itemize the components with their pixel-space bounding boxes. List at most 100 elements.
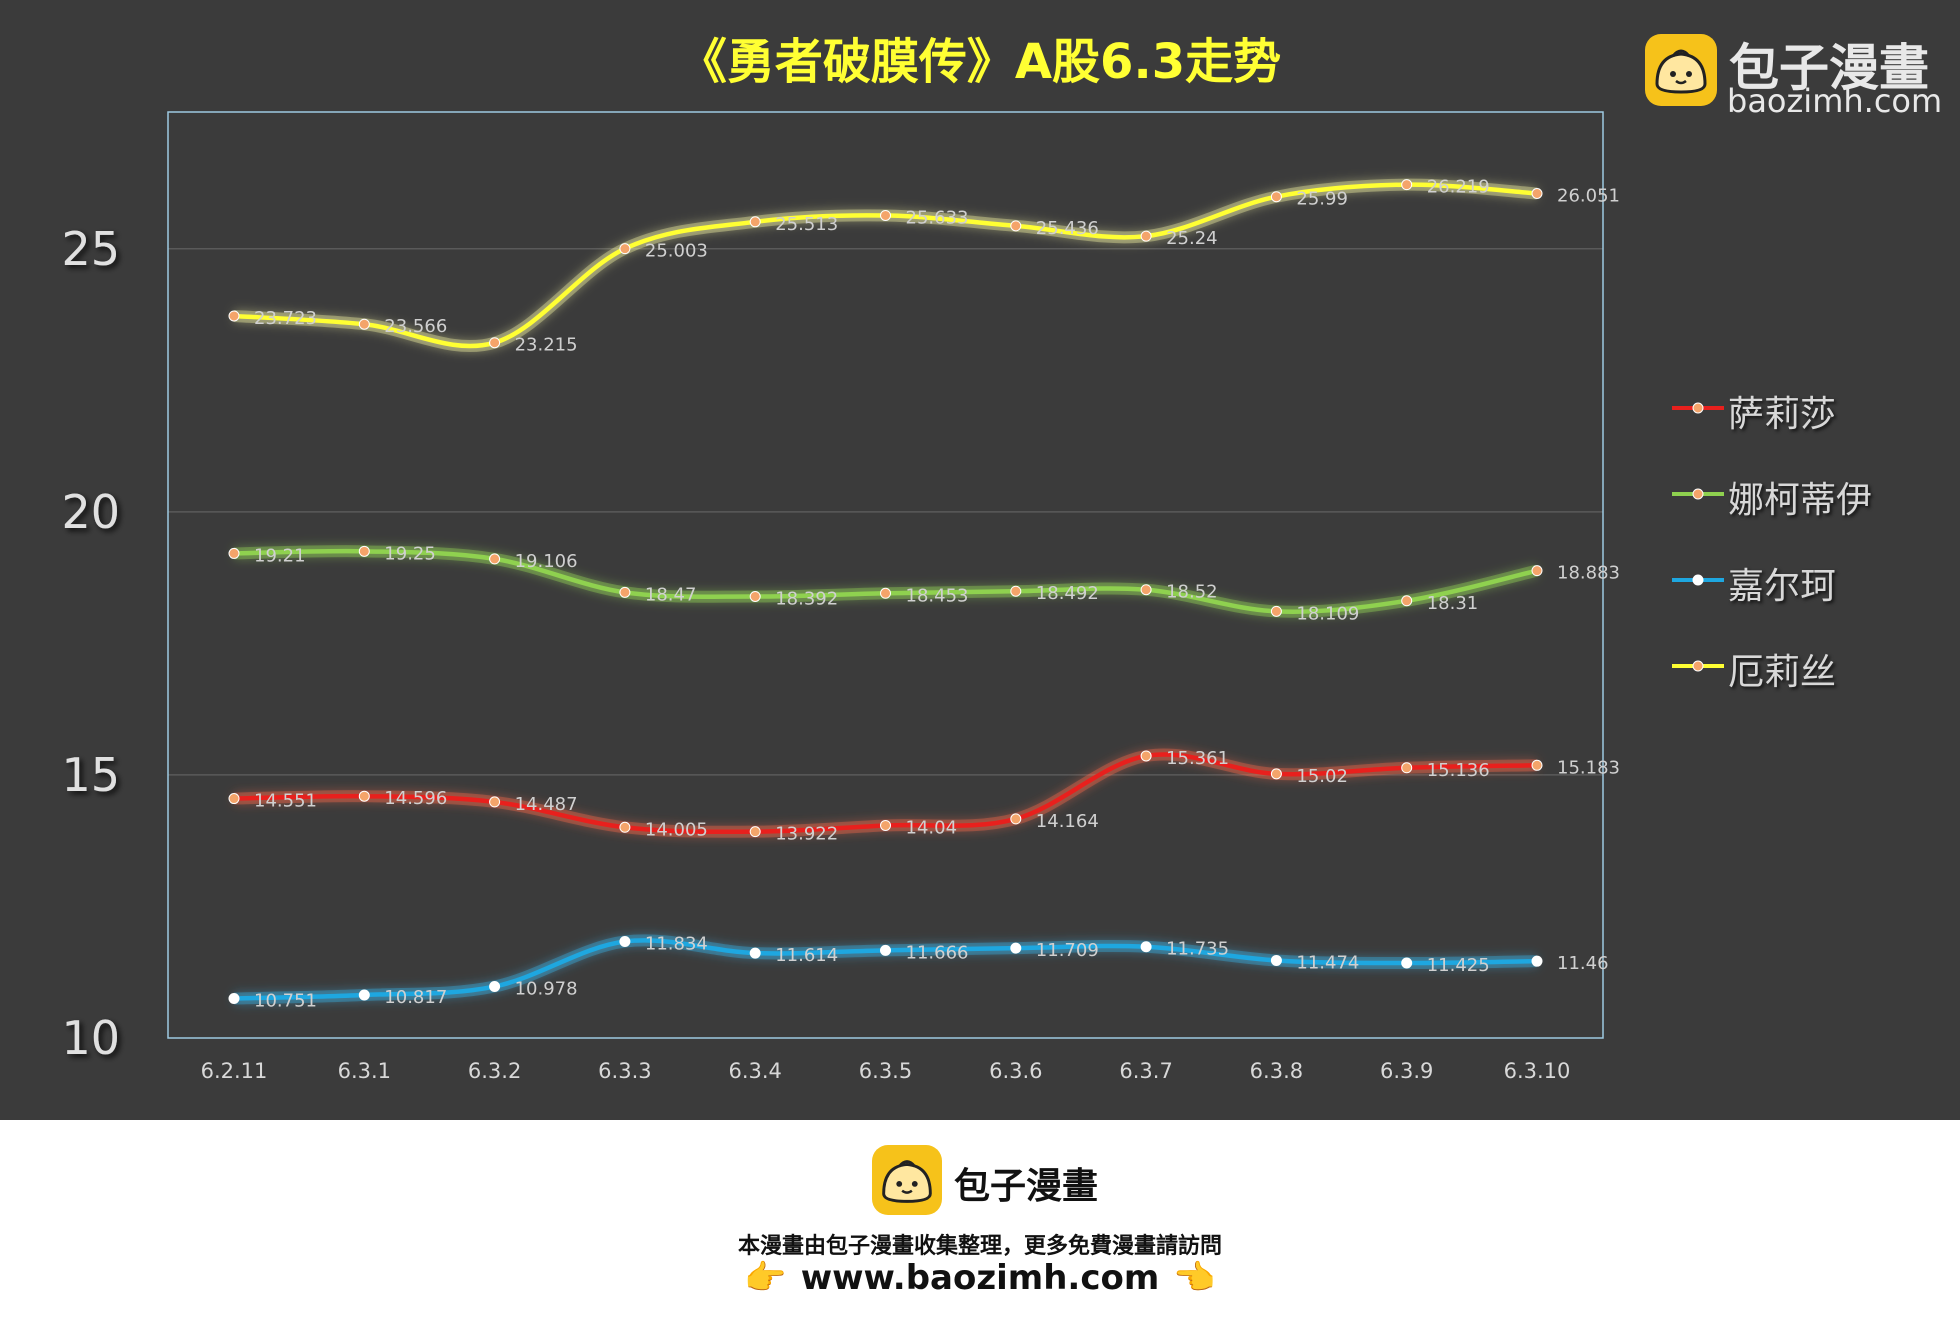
watermark-logo: 包子漫畫 baozimh.com bbox=[1645, 30, 1945, 125]
x-tick-label: 6.3.5 bbox=[859, 1059, 912, 1083]
chart-title: 《勇者破膜传》A股6.3走势 bbox=[678, 34, 1282, 90]
series-group: 14.551 14.596 14.487 14.005 13.922 14.04 14.16… bbox=[228, 177, 1620, 1011]
data-point bbox=[880, 819, 891, 831]
data-label: 14.164 bbox=[1036, 811, 1099, 832]
legend-label: 嘉尔珂 bbox=[1728, 566, 1837, 607]
data-point bbox=[1140, 750, 1152, 762]
data-label: 11.474 bbox=[1296, 952, 1359, 973]
data-point bbox=[1140, 230, 1152, 242]
data-label: 11.709 bbox=[1036, 940, 1099, 961]
data-label: 15.02 bbox=[1296, 766, 1348, 787]
data-label: 25.513 bbox=[775, 214, 838, 235]
y-tick-label: 10 bbox=[61, 1011, 120, 1065]
data-label: 11.735 bbox=[1166, 939, 1229, 960]
series-娜柯蒂伊: 19.21 19.25 19.106 18.47 18.392 18.453 18.492 1… bbox=[228, 543, 1620, 624]
data-point bbox=[1010, 220, 1022, 232]
data-point bbox=[1010, 942, 1022, 954]
data-label: 18.392 bbox=[775, 588, 838, 609]
footer-url-line: 👉 www.baozimh.com 👈 bbox=[0, 1258, 1960, 1298]
data-label: 25.99 bbox=[1296, 189, 1348, 210]
data-label: 11.614 bbox=[775, 945, 838, 966]
data-point bbox=[749, 590, 761, 602]
data-label: 18.492 bbox=[1036, 583, 1099, 604]
data-label: 18.883 bbox=[1557, 563, 1620, 584]
data-point bbox=[1140, 941, 1152, 953]
x-tick-label: 6.3.6 bbox=[989, 1059, 1042, 1083]
pointing-right-icon: 👉 bbox=[744, 1258, 787, 1298]
data-label: 10.817 bbox=[384, 987, 447, 1008]
data-label: 11.46 bbox=[1557, 953, 1609, 974]
pointing-left-icon: 👈 bbox=[1173, 1258, 1216, 1298]
series-嘉尔珂: 10.751 10.817 10.978 11.834 11.614 11.666 11.7… bbox=[228, 934, 1609, 1011]
legend-label: 娜柯蒂伊 bbox=[1728, 480, 1873, 521]
data-label: 13.922 bbox=[775, 824, 838, 845]
series-厄莉丝: 23.723 23.566 23.215 25.003 25.513 25.633 25.4… bbox=[228, 177, 1620, 356]
data-point bbox=[1140, 584, 1152, 596]
y-tick-label: 25 bbox=[61, 222, 120, 276]
data-label: 15.183 bbox=[1557, 757, 1620, 778]
data-point bbox=[358, 790, 370, 802]
data-label: 15.136 bbox=[1427, 760, 1490, 781]
data-point bbox=[228, 310, 240, 322]
data-point bbox=[228, 547, 240, 559]
footer-brand: 包子漫畫 bbox=[954, 1166, 1099, 1207]
data-point bbox=[619, 586, 631, 598]
data-point bbox=[358, 318, 370, 330]
data-point bbox=[228, 992, 240, 1004]
legend-item: 萨莉莎 bbox=[1670, 385, 1950, 471]
data-label: 14.596 bbox=[384, 788, 447, 809]
legend-swatch bbox=[1672, 402, 1724, 414]
y-axis-ticks: 10 15 20 25 bbox=[61, 222, 120, 1065]
footer-url-link[interactable]: www.baozimh.com bbox=[800, 1258, 1160, 1298]
data-label: 26.051 bbox=[1557, 185, 1620, 206]
data-point bbox=[1401, 179, 1413, 191]
legend-item: 娜柯蒂伊 bbox=[1670, 471, 1950, 557]
data-label: 14.551 bbox=[254, 791, 317, 812]
data-point bbox=[358, 545, 370, 557]
footer-note: 本漫畫由包子漫畫收集整理，更多免費漫畫請訪問 bbox=[737, 1234, 1222, 1259]
plot-area-border bbox=[167, 111, 1604, 1039]
y-tick-label: 20 bbox=[61, 485, 120, 539]
data-point bbox=[1270, 768, 1282, 780]
data-point bbox=[228, 793, 240, 805]
data-label: 23.566 bbox=[384, 316, 447, 337]
bun-logo-icon bbox=[1645, 34, 1717, 106]
watermark-domain: baozimh.com bbox=[1727, 82, 1943, 120]
data-point bbox=[489, 337, 501, 349]
legend: 萨莉莎 娜柯蒂伊 嘉尔珂 厄莉丝 bbox=[1670, 385, 1950, 729]
data-point bbox=[489, 981, 501, 993]
data-point bbox=[1531, 955, 1543, 967]
data-label: 18.52 bbox=[1166, 582, 1218, 603]
data-point bbox=[1401, 957, 1413, 969]
x-tick-label: 6.3.7 bbox=[1119, 1059, 1172, 1083]
legend-item: 嘉尔珂 bbox=[1670, 557, 1950, 643]
x-tick-label: 6.3.3 bbox=[598, 1059, 651, 1083]
data-label: 23.723 bbox=[254, 308, 317, 329]
watermark-brand: 包子漫畫 bbox=[1729, 39, 1929, 97]
legend-label: 萨莉莎 bbox=[1728, 394, 1837, 435]
x-axis-ticks: 6.2.11 6.3.1 6.3.2 6.3.3 6.3.4 6.3.5 6.3.6 6.3.… bbox=[201, 1059, 1571, 1083]
x-tick-label: 6.3.1 bbox=[338, 1059, 391, 1083]
data-label: 26.219 bbox=[1427, 177, 1490, 198]
data-label: 15.361 bbox=[1166, 748, 1229, 769]
data-point bbox=[1401, 762, 1413, 774]
data-point bbox=[619, 243, 631, 255]
data-label: 25.633 bbox=[906, 207, 969, 228]
data-label: 18.31 bbox=[1427, 593, 1479, 614]
data-label: 14.487 bbox=[515, 794, 578, 815]
data-label: 11.666 bbox=[906, 942, 969, 963]
data-point bbox=[1531, 759, 1543, 771]
data-label: 10.751 bbox=[254, 990, 317, 1011]
data-label: 11.834 bbox=[645, 934, 708, 955]
legend-swatch bbox=[1672, 660, 1724, 672]
data-label: 23.215 bbox=[515, 335, 578, 356]
data-label: 18.47 bbox=[645, 584, 697, 605]
data-label: 10.978 bbox=[515, 979, 578, 1000]
bun-logo-icon bbox=[872, 1145, 942, 1215]
data-point bbox=[1010, 585, 1022, 597]
data-label: 19.21 bbox=[254, 545, 306, 566]
x-tick-label: 6.2.11 bbox=[201, 1059, 268, 1083]
data-label: 19.106 bbox=[515, 551, 578, 572]
chart-panel: 10 15 20 25 6.2.11 6.3.1 6.3.2 6.3.3 6.3.4 6.3.5… bbox=[0, 0, 1960, 1120]
footer-logo: 包子漫畫 bbox=[872, 1145, 1112, 1215]
